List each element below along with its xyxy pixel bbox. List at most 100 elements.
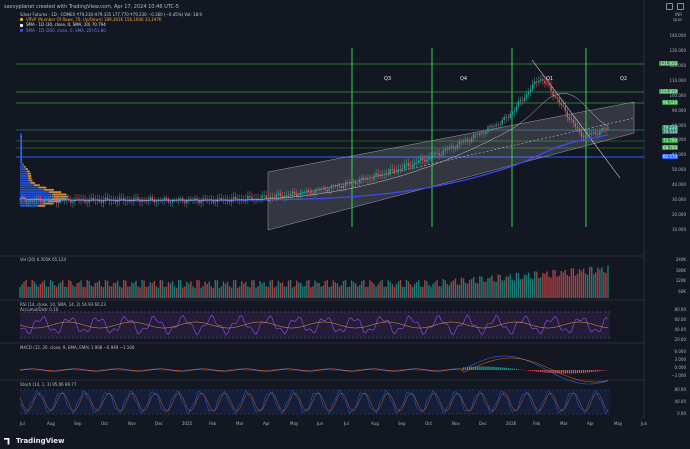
candle-body: [25, 198, 27, 202]
volume-bar: [450, 281, 453, 298]
volume-bar: [88, 280, 90, 298]
macd-hist-bar: [462, 367, 465, 370]
volume-bar: [86, 279, 88, 298]
price-axis[interactable]: 140.000130.000120.000110.000100.00090.00…: [644, 0, 690, 418]
profile-bar-up: [20, 138, 22, 141]
volume-bar: [29, 286, 31, 298]
candle-body: [387, 172, 389, 175]
candle-body: [263, 195, 265, 196]
volume-bar: [263, 282, 265, 298]
volume-panel-label[interactable]: Vol (20) 6.305K 65.124: [20, 257, 67, 262]
candle-body: [517, 101, 520, 107]
quarter-label: Q2: [620, 76, 628, 82]
macd-hist-bar: [530, 370, 532, 371]
rsi-panel-label[interactable]: RSI (14, close, 14, SMA, 14, 2) 54.93 60…: [20, 302, 106, 307]
volume-bar: [192, 286, 194, 298]
volume-bar: [47, 286, 50, 298]
profile-bar-up: [20, 202, 44, 205]
candle-body: [485, 131, 487, 134]
volume-bar: [393, 286, 396, 298]
price-chart[interactable]: [0, 0, 690, 418]
macd-hist-bar: [566, 370, 568, 374]
macd-hist-bar: [503, 367, 505, 370]
candle-body: [538, 80, 540, 83]
legend-line[interactable]: Silver Futures · 1D · COMEX ₹79.230 H79.…: [20, 12, 202, 17]
candle-body: [574, 123, 577, 127]
volume-bar: [224, 283, 227, 298]
volume-bar: [298, 282, 300, 298]
volume-bar: [137, 286, 139, 298]
candle-body: [385, 173, 387, 175]
macd-hist-bar: [540, 370, 542, 373]
candle-body: [377, 173, 379, 175]
profile-bar-up: [20, 172, 28, 175]
volume-bar: [387, 280, 389, 298]
volume-bar: [426, 281, 428, 298]
candle-body: [397, 169, 400, 172]
currency-label[interactable]: INR spas: [673, 12, 682, 22]
volume-bar: [171, 281, 174, 298]
profile-bar-down: [21, 149, 22, 152]
price-tick-label: 130.000: [669, 47, 686, 53]
profile-bar-up: [20, 186, 39, 189]
candle-body: [403, 164, 406, 169]
macd-hist-bar: [580, 370, 583, 373]
volume-bar: [296, 280, 298, 298]
candle-body: [37, 197, 40, 199]
candle-body: [84, 199, 86, 203]
time-tick-label: Jun: [317, 421, 324, 426]
macd-hist-bar: [544, 370, 546, 373]
accum-panel-label[interactable]: Accumul/Distr 0.10: [20, 307, 59, 312]
macd-hist-bar: [560, 370, 562, 374]
candle-body: [416, 162, 418, 164]
volume-bar: [94, 283, 96, 298]
volume-bar: [550, 277, 552, 298]
camera-icon[interactable]: [666, 3, 673, 10]
candle-body: [418, 160, 420, 163]
legend-line[interactable]: VRVP (Number Of Rows, 70, Up/Down) 189,3…: [20, 17, 202, 22]
macd-hist-bar: [505, 367, 507, 370]
brand-name: TradingView: [16, 437, 65, 445]
volume-bar: [53, 284, 56, 298]
macd-hist-bar: [511, 368, 513, 370]
volume-bar: [210, 286, 212, 298]
candle-body: [350, 182, 353, 184]
volume-bar: [218, 287, 221, 298]
profile-bar-up: [20, 195, 54, 198]
volume-bar: [285, 286, 288, 298]
volume-bar: [90, 285, 92, 298]
candle-body: [456, 144, 459, 149]
volume-bar: [139, 287, 141, 298]
volume-bar: [324, 280, 326, 298]
volume-bar: [458, 284, 461, 298]
candle-body: [503, 117, 505, 121]
macd-panel-label[interactable]: MACD (12, 26, close, 9, EMA, EMA) 1.908 …: [20, 345, 135, 350]
macd-hist-bar: [585, 370, 587, 373]
candle-body: [271, 197, 273, 198]
candle-body: [155, 201, 158, 203]
macd-hist-bar: [481, 366, 483, 370]
candle-body: [346, 182, 349, 183]
profile-bar-down: [21, 147, 22, 150]
candle-body: [501, 120, 503, 125]
time-axis[interactable]: Jul Aug Sep Oct Nov Dec 2025 Feb Mar Apr May Jun Jul…: [0, 418, 690, 430]
profile-bar-down: [24, 165, 26, 168]
profile-bar-up: [20, 133, 22, 136]
candle-body: [495, 124, 497, 127]
candle-body: [491, 125, 493, 128]
indicator-tick-label: −3.000: [671, 373, 686, 378]
legend-line[interactable]: SMA · 1D (30, close, 0, SMA, 20) 70.794: [20, 22, 202, 27]
volume-bar: [226, 281, 229, 298]
volume-bar: [444, 280, 446, 298]
volume-bar: [438, 286, 440, 298]
stoch-panel-label[interactable]: Stoch (14, 1, 3) 95.06 89.77: [20, 382, 77, 387]
volume-bar: [499, 275, 501, 298]
legend-line[interactable]: SMA · 1D (200, close, 0, SMA, 20) 61.80: [20, 28, 202, 33]
fullscreen-icon[interactable]: [677, 3, 684, 10]
candle-body: [422, 158, 424, 160]
candle-body: [220, 198, 223, 200]
volume-bar: [607, 265, 609, 298]
candle-body: [104, 197, 107, 200]
candle-body: [137, 197, 139, 201]
